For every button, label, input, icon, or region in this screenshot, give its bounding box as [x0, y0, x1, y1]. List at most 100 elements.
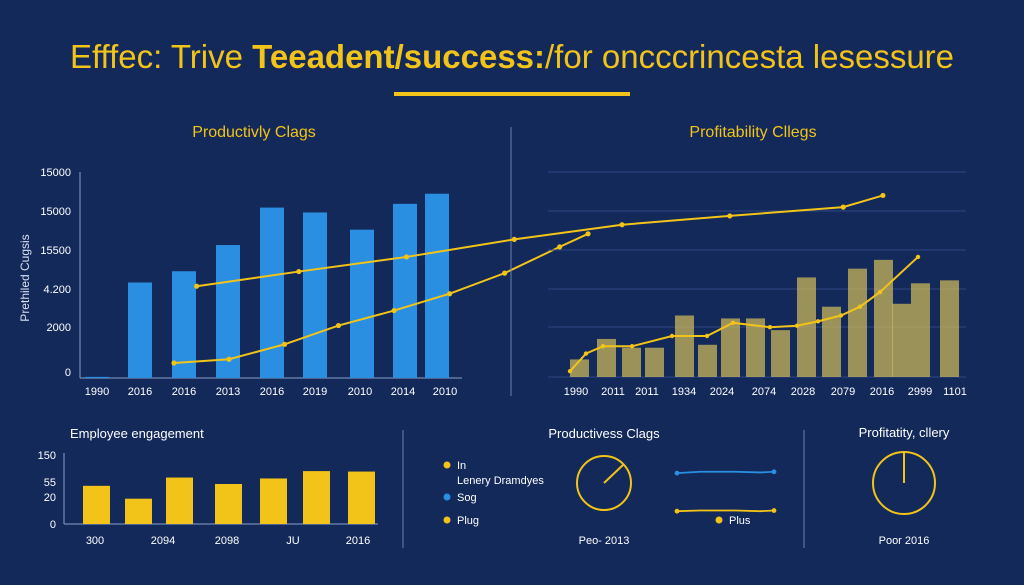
- chart1-bar: [216, 245, 240, 378]
- legend-lenery: Lenery Dramdyes: [457, 475, 544, 487]
- chart4-mini-line: [676, 509, 775, 513]
- chart1-line-point: [171, 360, 177, 366]
- legend-marker-plus: [715, 516, 723, 524]
- chart1-line-point: [226, 356, 232, 362]
- chart2-xtick: 2074: [752, 386, 776, 398]
- chart3-bar: [348, 471, 375, 524]
- chart-productiveness: Productivess Clags In Lenery Dramdyes So…: [443, 426, 777, 547]
- title-bold: Teeadent/success:: [252, 38, 546, 75]
- chart2-line-point: [794, 323, 800, 328]
- chart1-bar: [350, 229, 374, 378]
- chart2-line-point: [838, 313, 844, 318]
- legend-marker-plug: [443, 516, 451, 524]
- chart1-xtick: 2014: [391, 386, 415, 398]
- chart1-bar: [303, 212, 327, 378]
- chart1-xtick: 2010: [348, 386, 372, 398]
- chart1-xtick: 2016: [172, 386, 196, 398]
- chart1-bar: [260, 207, 284, 378]
- chart5-title: Profitatity, cllery: [859, 425, 950, 440]
- chart1-line-point: [391, 307, 397, 314]
- chart2-line-point: [583, 351, 589, 356]
- title-part-2: /for oncccrincesta lesessure: [545, 38, 955, 75]
- chart3-xtick: 300: [86, 535, 104, 547]
- chart3-ytick: 55: [44, 477, 56, 489]
- chart2-xtick: 2028: [791, 386, 815, 398]
- chart2-bar: [822, 306, 841, 377]
- chart-productivity: Productivly Clags Prethiled Cugsis 15000…: [18, 124, 591, 398]
- chart2-xtick: 2999: [908, 386, 932, 398]
- chart2-upper-point: [511, 236, 517, 242]
- chart4-caption: Peo- 2013: [579, 535, 630, 547]
- chart2-upper-point: [296, 268, 302, 275]
- legend-in: In: [457, 460, 466, 472]
- chart4-title: Productivess Clags: [548, 426, 660, 441]
- chart2-bar: [721, 318, 740, 377]
- chart2-bar: [746, 318, 765, 377]
- chart2-bar: [848, 268, 867, 377]
- chart2-upper-point: [727, 213, 733, 219]
- chart3-ytick: 20: [44, 492, 56, 504]
- chart2-bar: [645, 347, 664, 377]
- chart1-line-point: [585, 231, 591, 237]
- chart1-line-point: [502, 270, 508, 276]
- chart3-xtick: 2098: [215, 535, 239, 547]
- chart2-xtick: 2079: [831, 386, 855, 398]
- chart3-xtick: 2016: [346, 535, 370, 547]
- chart1-ytick: 15500: [40, 245, 71, 257]
- chart2-title: Profitability Cllegs: [689, 124, 816, 141]
- chart3-title: Employee engagement: [70, 426, 204, 441]
- chart2-line-point: [669, 333, 675, 339]
- chart2-lower-line: [569, 256, 919, 372]
- chart4-mini-line-point: [674, 470, 680, 476]
- chart2-xtick: 1990: [564, 386, 588, 398]
- chart1-line-point: [447, 291, 453, 297]
- chart1-xtick: 2016: [128, 386, 152, 398]
- chart2-xtick: 2011: [601, 386, 625, 398]
- title-part-1: Efffec: Trive: [69, 38, 253, 75]
- chart2-bar: [675, 315, 694, 377]
- chart4-mini-line-point: [771, 508, 777, 513]
- chart3-bar: [125, 498, 152, 524]
- chart1-xtick: 2013: [216, 386, 240, 398]
- chart3-xtick: JU: [286, 535, 300, 547]
- chart-profitability: Profitability Cllegs 1990 2011 2011 1934 202…: [194, 124, 967, 398]
- chart1-ytick: 4.200: [43, 284, 71, 296]
- chart1-ytick: 2000: [47, 322, 71, 334]
- chart3-ytick: 0: [50, 519, 56, 531]
- main-title: Efffec: Trive Teeadent/success:/for oncc…: [0, 38, 1024, 76]
- chart1-bar: [172, 271, 196, 378]
- chart2-bar: [940, 280, 959, 377]
- chart2-xtick: 1934: [672, 386, 696, 398]
- chart2-upper-point: [840, 204, 846, 210]
- chart4-mini-line-point: [674, 508, 680, 514]
- legend-plus: Plus: [729, 515, 751, 527]
- chart2-line-point: [915, 254, 921, 260]
- chart2-xtick: 1101: [943, 386, 967, 398]
- chart1-bar: [425, 193, 449, 378]
- chart3-bar: [215, 483, 242, 524]
- chart-employee-engagement: Employee engagement 150 55 20 0 300 2094 2098…: [38, 426, 378, 547]
- chart4-mini-line: [676, 470, 775, 475]
- chart2-upper-point: [619, 222, 625, 228]
- chart2-bar: [874, 259, 893, 377]
- chart1-ytick: 15000: [40, 167, 71, 179]
- chart1-line-point: [335, 322, 342, 329]
- chart3-bar: [166, 477, 193, 524]
- chart2-xtick: 2016: [870, 386, 894, 398]
- chart1-ylabel: Prethiled Cugsis: [18, 234, 32, 321]
- chart1-bar: [85, 376, 109, 378]
- chart-profitability-pie: Profitatity, cllery Poor 2016: [859, 425, 950, 547]
- chart1-line-point: [281, 341, 288, 347]
- chart2-bar: [698, 344, 717, 377]
- chart3-bar: [83, 485, 110, 524]
- chart1-bar: [393, 203, 417, 378]
- chart2-upper-line: [196, 194, 884, 288]
- chart2-line-point: [730, 320, 736, 326]
- chart2-upper-point: [403, 254, 410, 260]
- chart2-xtick: 2024: [710, 386, 734, 398]
- gauge-productiveness-needle: [603, 463, 625, 484]
- chart4-mini-line-point: [771, 469, 777, 475]
- chart1-xtick: 2019: [303, 386, 327, 398]
- chart2-line-point: [600, 344, 606, 349]
